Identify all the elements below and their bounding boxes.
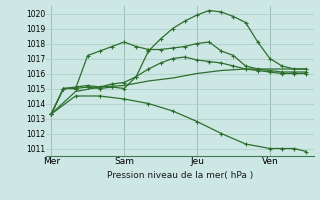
X-axis label: Pression niveau de la mer( hPa ): Pression niveau de la mer( hPa ): [107, 171, 253, 180]
